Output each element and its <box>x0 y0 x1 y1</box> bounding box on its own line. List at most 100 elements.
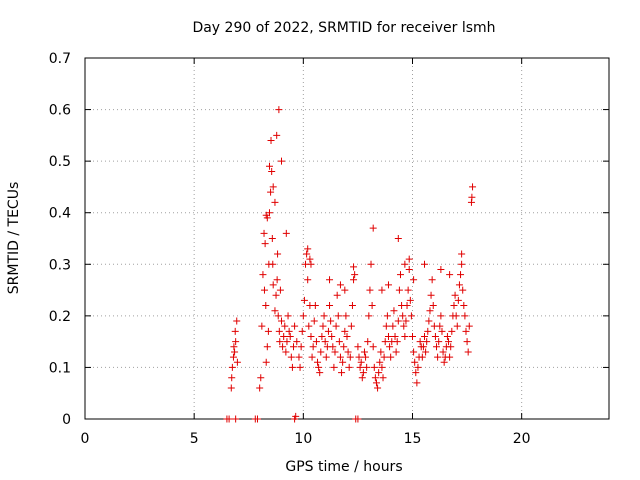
data-point <box>468 193 476 201</box>
data-point <box>403 302 411 310</box>
data-point <box>376 358 384 366</box>
data-point <box>426 307 434 315</box>
data-point <box>368 302 376 310</box>
data-point <box>405 255 413 263</box>
data-point <box>459 286 467 294</box>
data-point <box>259 271 267 279</box>
data-point <box>273 276 281 284</box>
data-point <box>307 332 315 340</box>
data-point <box>264 327 272 335</box>
data-point <box>262 358 270 366</box>
data-point <box>269 183 277 191</box>
data-point <box>453 322 461 330</box>
data-point <box>433 343 441 351</box>
data-point <box>295 353 303 361</box>
data-point <box>448 327 456 335</box>
y-tick-label: 0.7 <box>49 51 71 67</box>
data-point <box>439 348 447 356</box>
data-point <box>265 162 273 170</box>
data-point <box>227 384 235 392</box>
data-point <box>336 281 344 289</box>
axis-ticks <box>84 57 609 420</box>
data-point <box>282 348 290 356</box>
data-point <box>386 343 394 351</box>
data-point <box>446 271 454 279</box>
data-point <box>364 338 372 346</box>
data-point <box>310 317 318 325</box>
data-point <box>321 338 329 346</box>
data-point <box>351 271 359 279</box>
data-point <box>280 332 288 340</box>
data-point <box>305 322 313 330</box>
data-point <box>422 348 430 356</box>
data-point <box>324 327 332 335</box>
data-point <box>346 353 354 361</box>
data-points <box>223 106 477 423</box>
data-point <box>370 363 378 371</box>
data-point <box>278 157 285 165</box>
y-tick-label: 0.4 <box>49 206 71 222</box>
data-point <box>399 312 407 320</box>
data-point <box>285 327 293 335</box>
data-point <box>268 235 276 242</box>
data-point <box>276 338 284 346</box>
data-point <box>274 312 282 320</box>
chart-title: Day 290 of 2022, SRMTID for receiver lsm… <box>192 20 495 36</box>
data-point <box>435 338 443 346</box>
data-point <box>363 363 371 371</box>
data-point <box>306 255 314 263</box>
data-point <box>309 343 317 351</box>
data-point <box>260 229 268 237</box>
data-point <box>418 353 426 361</box>
x-tick-label: 10 <box>294 431 312 447</box>
data-point <box>333 291 341 299</box>
data-point <box>438 327 446 335</box>
data-point <box>445 338 453 346</box>
x-axis-label: GPS time / hours <box>285 459 402 475</box>
data-point <box>335 338 343 346</box>
data-point <box>331 348 339 356</box>
data-point <box>288 363 296 371</box>
data-point <box>292 412 300 420</box>
data-point <box>348 302 356 310</box>
y-tick-label: 0.3 <box>49 257 71 273</box>
data-point <box>232 415 240 423</box>
data-point <box>469 183 477 191</box>
data-point <box>383 312 391 320</box>
data-point <box>316 369 324 377</box>
data-point <box>409 332 416 340</box>
data-point <box>454 296 462 304</box>
data-point <box>457 271 465 279</box>
data-point <box>299 312 307 320</box>
data-point <box>394 317 402 325</box>
data-point <box>437 312 445 320</box>
data-point <box>429 302 437 310</box>
data-point <box>393 338 401 346</box>
data-point <box>314 358 322 366</box>
data-point <box>377 348 385 356</box>
data-point <box>458 260 466 268</box>
data-point <box>322 353 330 361</box>
data-point <box>300 296 308 304</box>
data-point <box>421 260 429 268</box>
data-point <box>365 312 373 320</box>
data-point <box>315 363 323 371</box>
data-point <box>378 286 386 294</box>
data-point <box>338 369 346 377</box>
data-point <box>401 332 409 340</box>
data-point <box>427 291 435 299</box>
data-point <box>231 348 239 356</box>
data-point <box>423 338 431 346</box>
data-point <box>455 281 463 289</box>
data-point <box>311 302 319 310</box>
data-point <box>263 343 271 351</box>
data-point <box>271 307 279 315</box>
data-point <box>229 353 237 361</box>
data-point <box>269 281 277 289</box>
data-point <box>330 363 338 371</box>
data-point <box>458 250 466 258</box>
data-point <box>327 317 335 325</box>
data-point <box>389 322 397 330</box>
data-point <box>290 343 298 351</box>
data-point <box>465 322 473 330</box>
